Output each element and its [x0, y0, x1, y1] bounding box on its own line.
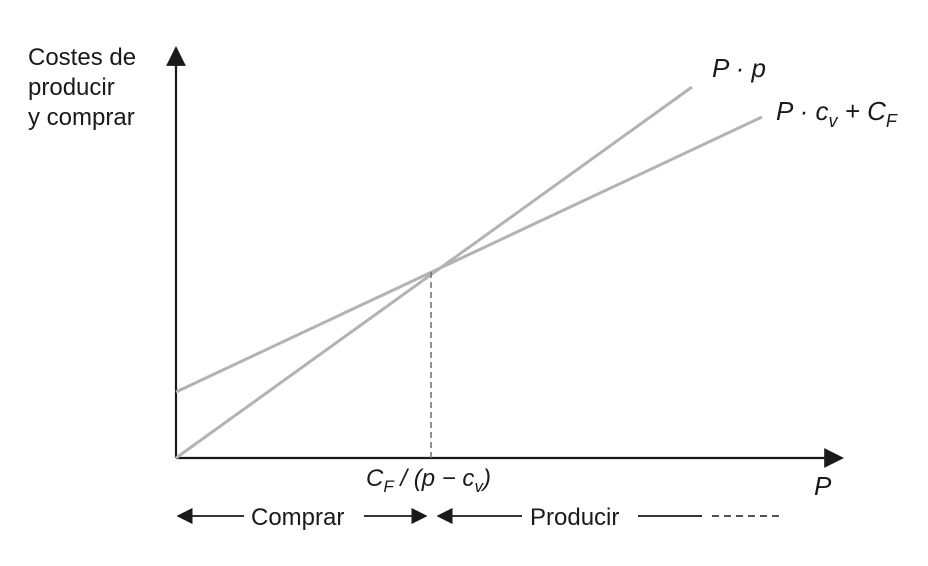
revenue-line: [175, 85, 693, 460]
cost-line: [175, 115, 763, 394]
breakeven-label: CF / (p − cv): [366, 465, 491, 496]
x-axis-label: P: [814, 471, 832, 501]
cost-line-label: P · cv + CF: [776, 96, 898, 131]
revenue-line-label: P · p: [712, 53, 766, 83]
produce-region-label: Producir: [530, 504, 619, 531]
buy-region-label: Comprar: [251, 504, 344, 531]
y-axis-label: Costes de producir y comprar: [28, 44, 143, 131]
